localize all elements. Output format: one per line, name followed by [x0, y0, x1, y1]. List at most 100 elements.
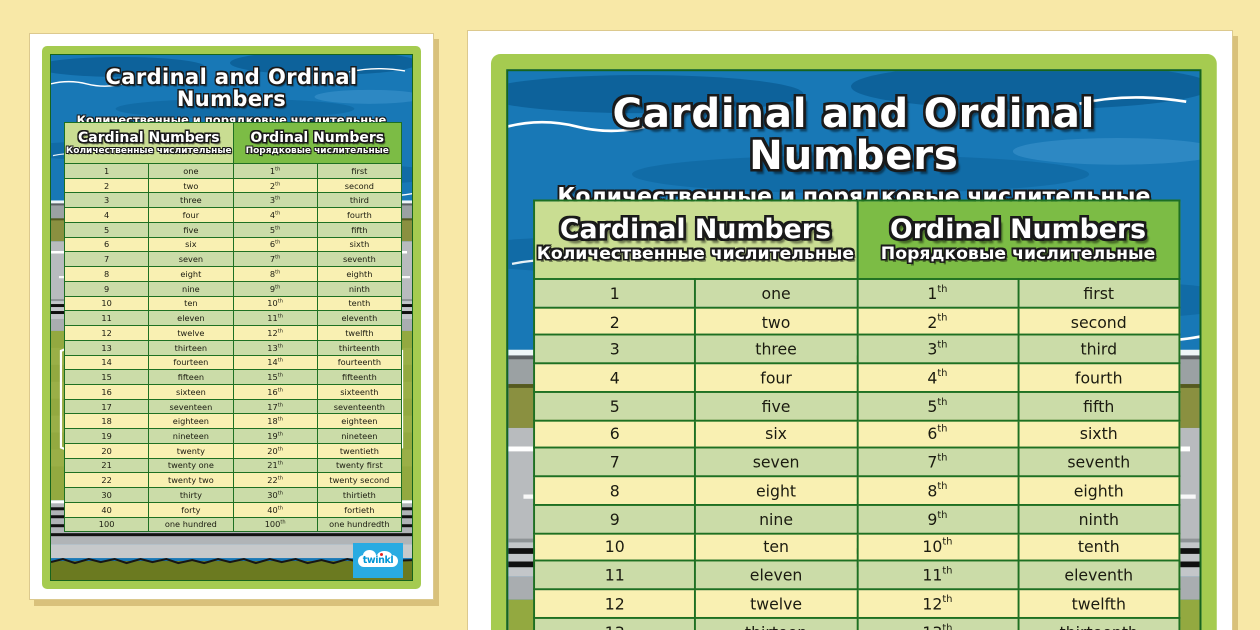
ordinal-suffix: th: [277, 490, 283, 497]
table-row: 100 one hundred 100th one hundredth: [63, 516, 403, 533]
ordinal-number-cell: 3th: [232, 192, 318, 209]
cardinal-header-en: Cardinal Numbers: [77, 129, 220, 146]
table-row: 18 eighteen 18th eighteen: [63, 413, 403, 430]
cardinal-word-cell: twelve: [148, 325, 234, 341]
ordinal-number: 7: [927, 452, 938, 472]
ordinal-word-cell: tenth: [1017, 531, 1181, 563]
cardinal-word-cell: three: [694, 334, 858, 365]
ordinal-suffix: th: [277, 313, 283, 320]
ordinal-number-cell: 6th: [232, 236, 318, 253]
ordinal-number-cell: 7th: [855, 447, 1020, 478]
cardinal-number-cell: 6: [63, 236, 150, 253]
cardinal-word-cell: five: [148, 221, 234, 238]
table-row: 4 four 4th fourth: [533, 362, 1181, 393]
poster-content: Cardinal and Ordinal Numbers Количествен…: [50, 54, 413, 581]
table-row: 20 twenty 20th twentieth: [63, 442, 403, 459]
ordinal-suffix: th: [937, 509, 948, 522]
ordinal-number: 8: [927, 480, 938, 500]
ordinal-suffix: th: [277, 401, 283, 408]
ordinal-suffix: th: [275, 180, 281, 187]
ordinal-number-cell: 18th: [232, 413, 318, 430]
table-row: 10 ten 10th tenth: [63, 295, 403, 312]
ordinal-suffix: th: [277, 416, 283, 423]
ordinal-word-cell: fifth: [316, 221, 403, 238]
ordinal-number: 1: [927, 283, 938, 303]
ordinal-number: 20: [267, 445, 278, 456]
ordinal-word-cell: first: [1017, 278, 1181, 309]
cardinal-word-cell: eight: [694, 475, 858, 506]
cardinal-number-cell: 2: [63, 177, 150, 194]
ordinal-number: 100: [264, 519, 281, 530]
cardinal-word-cell: twelve: [694, 588, 858, 619]
table-row: 10 ten 10th tenth: [533, 531, 1181, 563]
cardinal-word-cell: nine: [694, 503, 858, 534]
ordinal-word-cell: twentieth: [316, 442, 403, 459]
ordinal-number-cell: 12th: [855, 588, 1020, 619]
ordinal-suffix: th: [277, 372, 283, 379]
poster-thumbnail-page: Cardinal and Ordinal Numbers Количествен…: [29, 33, 434, 600]
ordinal-word-cell: seventh: [1017, 447, 1181, 478]
ordinal-number: 4: [927, 367, 938, 388]
cardinal-number-cell: 40: [63, 501, 150, 518]
ordinal-header-ru: Порядковые числительные: [245, 145, 389, 156]
table-row: 21 twenty one 21th twenty first: [63, 457, 403, 474]
ordinal-suffix: th: [277, 504, 283, 511]
ordinal-suffix: th: [277, 357, 283, 364]
ordinal-word-cell: sixth: [316, 236, 403, 253]
ordinal-number: 5: [269, 224, 276, 235]
ordinal-word-cell: fourth: [316, 207, 403, 223]
ordinal-number-cell: 7th: [232, 251, 318, 268]
cardinal-number-cell: 3: [533, 334, 697, 365]
table-row: 12 twelve 12th twelfth: [63, 325, 403, 341]
table-row: 6 six 6th sixth: [63, 236, 403, 253]
ordinal-suffix: th: [275, 254, 281, 261]
ordinal-numbers-header: Ordinal Numbers Порядковые числительные: [855, 199, 1181, 280]
ordinal-suffix: th: [277, 445, 283, 452]
cardinal-header-ru: Количественные числительные: [65, 145, 232, 156]
ordinal-suffix: th: [275, 210, 281, 217]
ordinal-number-cell: 16th: [232, 384, 318, 400]
ordinal-suffix: th: [937, 481, 948, 493]
ordinal-word-cell: eighth: [1017, 475, 1181, 506]
table-row: 8 eight 8th eighth: [63, 266, 403, 282]
cardinal-number-cell: 18: [63, 413, 150, 430]
ordinal-suffix: th: [277, 298, 283, 305]
ordinal-word-cell: third: [316, 192, 403, 209]
table-row: 7 seven 7th seventh: [63, 251, 403, 268]
table-row: 14 fourteen 14th fourteenth: [63, 354, 403, 371]
twinkl-logo: twinkl: [353, 543, 403, 578]
cardinal-number-cell: 8: [533, 475, 697, 506]
ordinal-number: 9: [927, 509, 938, 529]
cardinal-number-cell: 22: [63, 472, 150, 489]
cardinal-number-cell: 9: [533, 503, 697, 534]
cardinal-number-cell: 7: [533, 447, 697, 478]
ordinal-word-cell: eleventh: [1017, 560, 1181, 591]
ordinal-number: 14: [267, 357, 278, 368]
cardinal-numbers-header: Cardinal Numbers Количественные числител…: [64, 122, 234, 164]
cardinal-number-cell: 16: [63, 384, 150, 400]
ordinal-header-en: Ordinal Numbers: [890, 213, 1147, 245]
ordinal-word-cell: eighteen: [316, 413, 403, 430]
ordinal-number: 13: [267, 342, 278, 353]
ordinal-word-cell: fourteenth: [316, 354, 403, 371]
cardinal-word-cell: twenty one: [148, 457, 234, 474]
cardinal-word-cell: sixteen: [148, 384, 234, 400]
ordinal-number: 2: [927, 311, 938, 331]
cardinal-number-cell: 5: [533, 390, 697, 422]
table-row: 12 twelve 12th twelfth: [533, 588, 1181, 619]
ordinal-number: 15: [267, 372, 278, 383]
cardinal-word-cell: eleven: [694, 560, 858, 591]
ordinal-word-cell: tenth: [316, 295, 403, 312]
table-row: 5 five 5th fifth: [533, 390, 1181, 422]
ordinal-number-cell: 9th: [855, 503, 1020, 534]
cardinal-word-cell: three: [148, 192, 234, 209]
ordinal-number: 18: [267, 416, 278, 427]
cardinal-word-cell: seventeen: [148, 398, 234, 415]
cardinal-word-cell: twenty: [148, 442, 234, 459]
cardinal-number-cell: 6: [533, 419, 697, 450]
cardinal-header-ru: Количественные числительные: [536, 244, 855, 264]
poster-header: Cardinal and Ordinal Numbers Количествен…: [508, 92, 1199, 209]
cardinal-number-cell: 8: [63, 266, 150, 282]
